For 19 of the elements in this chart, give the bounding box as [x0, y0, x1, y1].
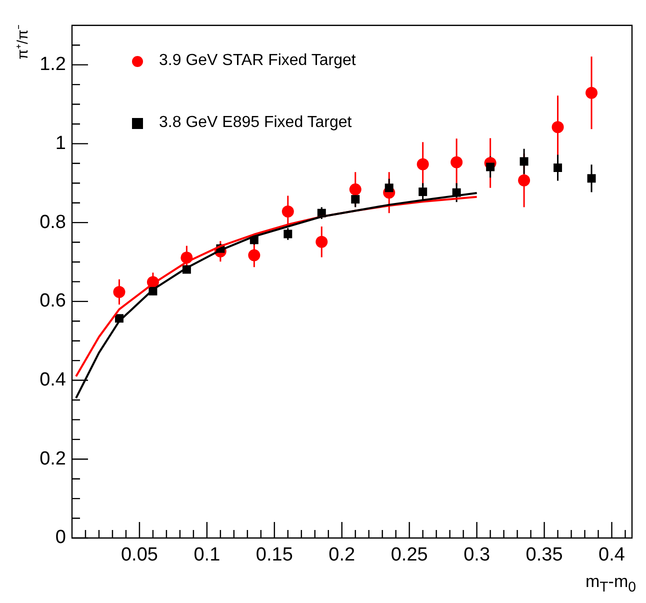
y-tick-label: 1: [55, 132, 66, 154]
y-tick-label: 0: [55, 527, 66, 548]
x-tick-label: 0.15: [256, 544, 293, 566]
y-axis-title: π⁺/π⁻: [13, 24, 31, 60]
x-tick-label: 0.05: [120, 544, 158, 566]
y-tick-label: 0.6: [40, 290, 66, 312]
y-tick-label: 0.2: [40, 448, 66, 470]
y-tick-label: 0.8: [40, 212, 66, 233]
y-tick-label: 0.4: [40, 370, 66, 391]
legend-label: 3.9 GeV STAR Fixed Target: [159, 52, 356, 70]
x-tick-label: 0.35: [526, 544, 563, 566]
x-tick-label: 0.1: [194, 544, 220, 566]
y-tick-label: 1.2: [40, 54, 66, 76]
x-tick-label: 0.25: [390, 544, 428, 566]
x-tick-label: 0.2: [328, 544, 356, 566]
legend-label: 3.8 GeV E895 Fixed Target: [159, 114, 352, 132]
x-tick-label: 0.4: [598, 544, 626, 566]
x-axis-title: m$_{T}$-m$_{0}$: [585, 572, 636, 596]
x-tick-label: 0.3: [464, 544, 490, 566]
